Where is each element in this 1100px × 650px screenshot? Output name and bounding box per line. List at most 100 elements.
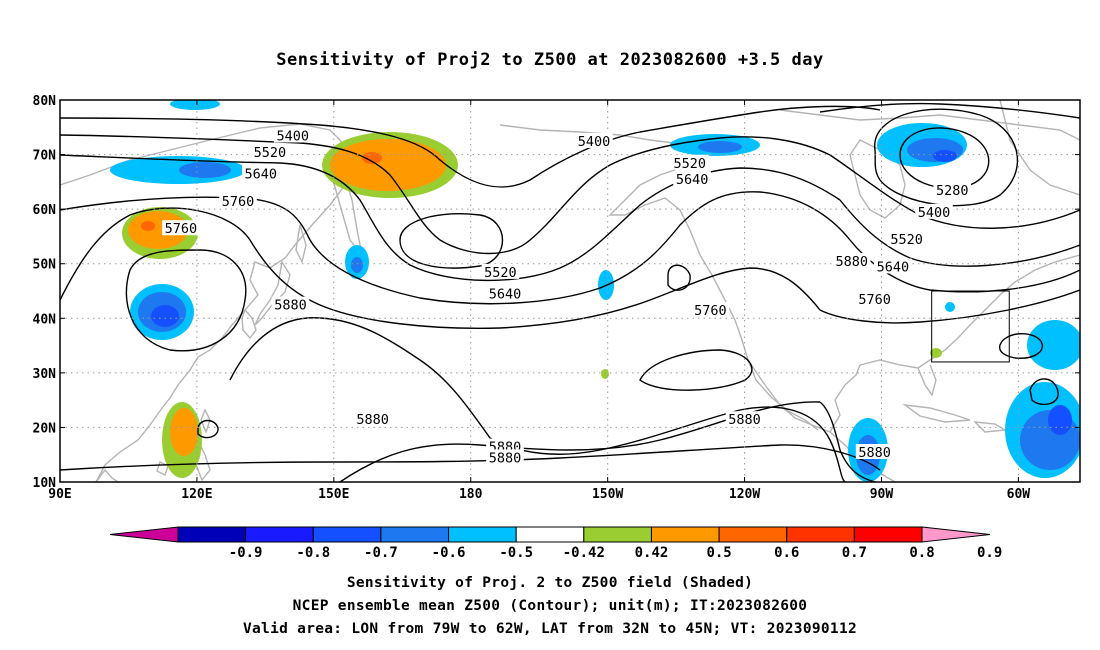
coastline-asia — [60, 123, 353, 482]
colorbar-swatch — [718, 526, 788, 543]
colorbar-swatch — [312, 526, 382, 543]
coastline-sakhalin — [295, 224, 307, 265]
coastline-korea — [241, 308, 257, 340]
contour-label: 5640 — [245, 167, 278, 183]
coastline-na-west — [689, 229, 819, 431]
lon-label: 150E — [318, 487, 349, 502]
contour-5880-west — [60, 207, 821, 329]
colorbar-label: 0.42 — [635, 545, 669, 561]
contour-label: 5880 — [836, 254, 869, 270]
contour-label: 5880 — [858, 445, 891, 461]
colorbar-label: -0.9 — [229, 545, 263, 561]
contour-labels: 5400552056405760576058805400552056405520… — [162, 127, 972, 466]
shade-blob-china-neg — [130, 284, 194, 340]
lon-label: 60W — [1007, 487, 1031, 502]
colorbar-label: -0.8 — [296, 545, 330, 561]
contour-hudson-low — [899, 127, 990, 189]
colorbar-swatch — [853, 526, 923, 543]
lon-label: 150W — [592, 487, 623, 502]
colorbar-label: 0.6 — [774, 545, 799, 561]
lat-label: 20N — [33, 421, 57, 436]
caption-line-2: NCEP ensemble mean Z500 (Contour); unit(… — [292, 598, 808, 614]
contour-5880-texas — [819, 401, 876, 482]
contour-east-pacific-loop — [639, 349, 753, 391]
caption-line-1: Sensitivity of Proj. 2 to Z500 field (Sh… — [346, 575, 754, 591]
colorbar-label: 0.7 — [842, 545, 867, 561]
coastline-mexico — [747, 359, 861, 433]
lat-label: 60N — [33, 203, 57, 218]
contour-label: 5400 — [918, 205, 951, 221]
contour-label: 5640 — [877, 259, 910, 275]
lon-label: 120E — [181, 487, 212, 502]
coastline-taiwan — [200, 408, 211, 434]
contour-label: 5880 — [274, 298, 307, 314]
coastline-japan — [254, 260, 291, 326]
colorbar-high-arrow — [921, 526, 991, 543]
valid-area-box — [931, 290, 1010, 363]
coastline-cuba — [902, 403, 971, 423]
coastline-florida — [917, 364, 937, 397]
colorbar-label: 0.9 — [977, 545, 1002, 561]
contour-taiwan-ring — [197, 419, 219, 439]
plot-title: Sensitivity of Proj2 to Z500 at 20230826… — [276, 50, 824, 70]
shade-blob-east-coast-pos — [601, 302, 955, 379]
contour-low-pacific — [399, 213, 504, 269]
shade-blob-north-pacific-neg — [345, 245, 369, 279]
colorbar-swatch — [177, 526, 247, 543]
coastline-arctic-islands — [779, 109, 1080, 141]
colorbar-swatch — [515, 526, 585, 543]
contour-label: 5880 — [489, 450, 522, 466]
latitude-labels: 80N 70N 60N 50N 40N 30N 20N 10N — [33, 94, 1080, 491]
contour-label: 5520 — [484, 265, 517, 281]
colorbar-label: -0.7 — [364, 545, 398, 561]
contour-east-asia-ridge — [125, 249, 247, 352]
shade-blob-siberia-neg — [110, 156, 246, 184]
contour-label: 5880 — [728, 412, 761, 428]
contour-label: 5400 — [276, 128, 309, 144]
coastline-hainan — [156, 461, 169, 476]
contour-5640-east — [839, 199, 1080, 267]
contour-label: 5400 — [578, 134, 611, 150]
contour-subtropical — [229, 317, 846, 482]
colorbar-label: 0.8 — [909, 545, 934, 561]
longitude-labels: 90E 120E 150E 180 150W 120W 90W 60W — [48, 100, 1030, 502]
contour-label: 5640 — [676, 172, 709, 188]
lon-label: 90E — [48, 487, 71, 502]
coastline-gulf — [859, 254, 1080, 369]
shade-blob-atlantic-neg — [1005, 320, 1080, 478]
colorbar-label: 0.5 — [706, 545, 731, 561]
contour-na-small-loop — [667, 264, 691, 291]
caption-line-3: Valid area: LON from 79W to 62W, LAT fro… — [242, 621, 858, 637]
contour-label: 5760 — [165, 221, 198, 237]
contour-label: 5520 — [890, 232, 923, 248]
lat-label: 50N — [33, 258, 57, 273]
colorbar-swatch — [583, 526, 652, 543]
lat-label: 10N — [33, 476, 57, 491]
contour-atlantic-loop2 — [1029, 378, 1059, 406]
colorbar-low-arrow — [109, 526, 179, 543]
shade-blob-sea-of-okhotsk — [322, 132, 458, 198]
contour-hudson-low-outer — [874, 108, 1019, 207]
map-frame — [59, 99, 1081, 483]
contour-atlantic-loop — [998, 333, 1043, 359]
coastline-indochina — [95, 468, 119, 482]
colorbar-swatch — [786, 526, 855, 543]
contour-label: 5520 — [254, 145, 287, 161]
sensitivity-shading — [110, 100, 1080, 482]
shade-blob-alaska-neg — [670, 134, 760, 156]
contour-label: 5760 — [222, 194, 255, 210]
shade-blob-arctic-neg — [170, 100, 220, 110]
lat-label: 80N — [33, 94, 57, 109]
lat-label: 30N — [33, 367, 57, 382]
lon-label: 90W — [870, 487, 894, 502]
contour-5400-west — [60, 105, 881, 188]
contour-label: 5280 — [936, 183, 969, 199]
contour-5640-west — [60, 154, 841, 282]
colorbar-label: -0.42 — [563, 545, 605, 561]
lon-label: 180 — [459, 487, 483, 502]
contour-label: 5520 — [674, 156, 707, 172]
colorbar-swatch — [245, 526, 314, 543]
colorbar-label: -0.5 — [499, 545, 533, 561]
colorbar: -0.9 -0.8 -0.7 -0.6 -0.5 -0.42 0.42 0.5 0.6 0.7 0.… — [109, 526, 1002, 561]
